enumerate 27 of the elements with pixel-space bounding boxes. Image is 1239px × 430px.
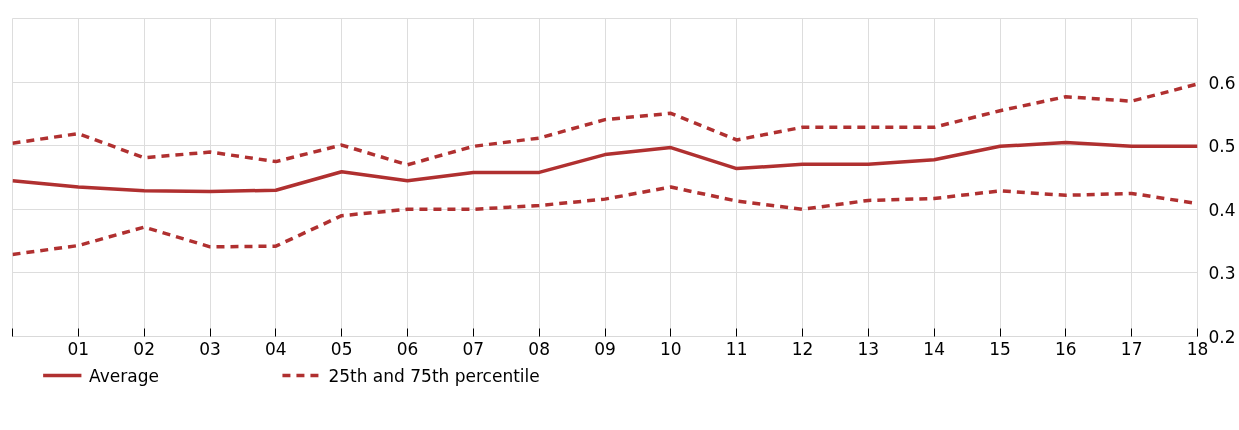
x-tick-label: 11: [725, 338, 748, 359]
legend-label: Average: [89, 365, 159, 386]
x-tick-label: 09: [594, 338, 616, 359]
y-tick-label: 0.5: [1208, 136, 1236, 157]
x-tick-label: 07: [462, 338, 485, 359]
line-series: [12, 82, 1198, 167]
x-tick-label: 18: [1186, 338, 1209, 359]
x-tick-label: 08: [528, 338, 550, 359]
x-tick-label: 10: [660, 338, 682, 359]
y-tick-label: 0.2: [1208, 327, 1236, 347]
x-tick-label: 06: [396, 338, 419, 359]
x-tick-label: 15: [989, 338, 1011, 359]
x-tick-label: 02: [133, 338, 155, 359]
x-tick-label: 13: [857, 338, 880, 359]
x-tick-label: 04: [265, 338, 287, 359]
x-tick-label: 14: [923, 338, 945, 359]
y-tick-label: 0.6: [1208, 72, 1236, 93]
line-series: [12, 140, 1198, 194]
legend-label: 25th and 75th percentile: [328, 365, 540, 386]
x-tick-label: 01: [67, 338, 90, 359]
y-tick-label: 0.3: [1208, 263, 1236, 284]
x-tick-label: 16: [1055, 338, 1077, 359]
x-tick-label: 12: [791, 338, 814, 359]
x-tick-label: 03: [199, 338, 221, 359]
x-tick-label: 05: [330, 338, 353, 359]
y-tick-label: 0.4: [1208, 199, 1236, 220]
x-tick-label: 17: [1120, 338, 1143, 359]
